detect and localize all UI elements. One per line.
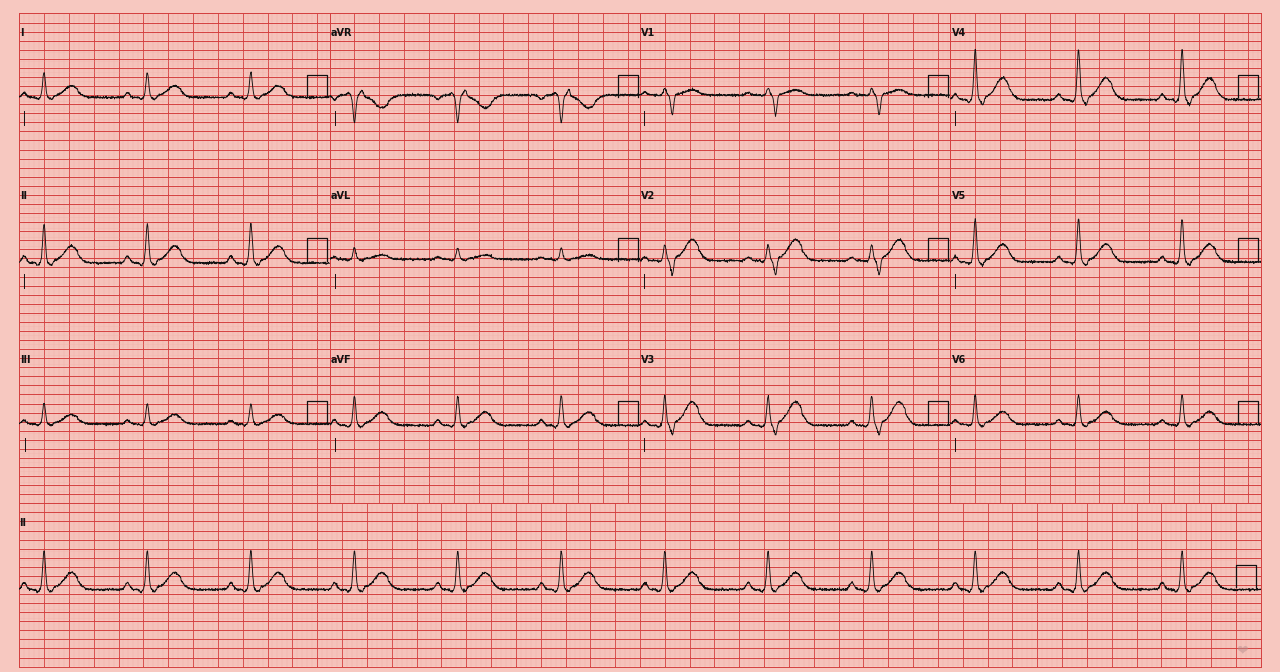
Text: aVR: aVR [330,28,352,38]
Text: V3: V3 [641,355,655,365]
Text: aVF: aVF [330,355,352,365]
Text: III: III [20,355,31,365]
Text: V2: V2 [641,192,655,202]
Text: II: II [19,518,27,528]
Text: ❤: ❤ [1236,643,1248,657]
Text: V4: V4 [951,28,966,38]
Text: V6: V6 [951,355,966,365]
Text: aVL: aVL [330,192,351,202]
Text: V5: V5 [951,192,966,202]
Text: V1: V1 [641,28,655,38]
Text: II: II [20,192,27,202]
Text: I: I [20,28,24,38]
